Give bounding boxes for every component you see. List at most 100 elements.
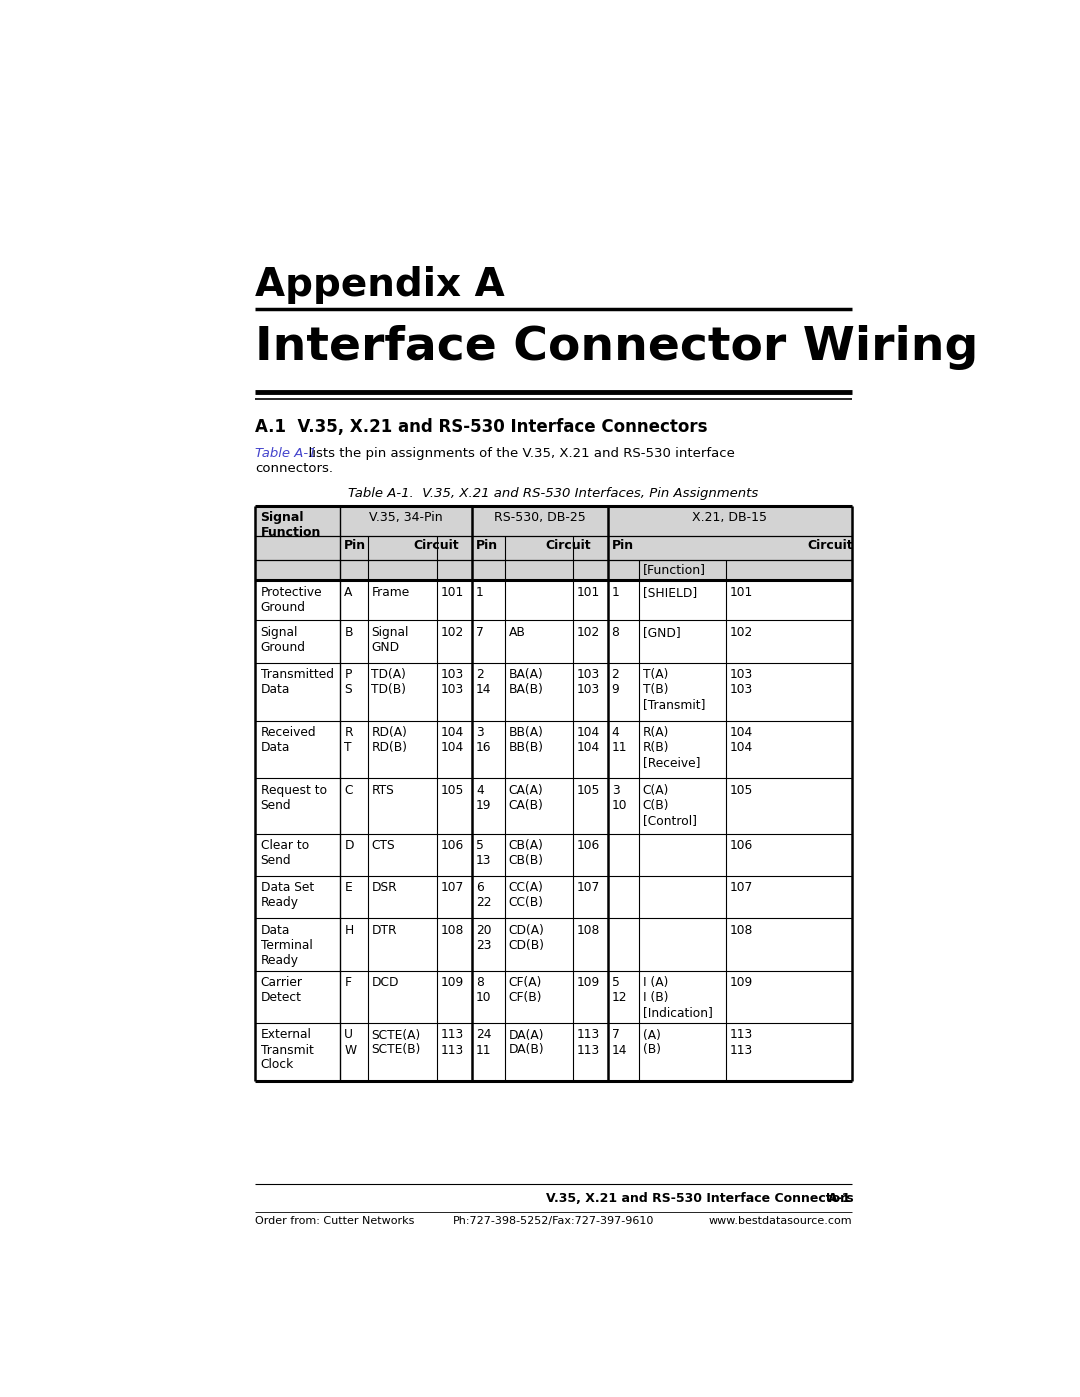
Text: 108: 108 bbox=[441, 923, 464, 937]
Text: 103
103: 103 103 bbox=[441, 668, 464, 696]
Text: SCTE(A)
SCTE(B): SCTE(A) SCTE(B) bbox=[372, 1028, 421, 1056]
Text: Table A-1: Table A-1 bbox=[255, 447, 316, 460]
Text: [GND]: [GND] bbox=[643, 626, 680, 638]
Text: BA(A)
BA(B): BA(A) BA(B) bbox=[509, 668, 543, 696]
Text: Interface Connector Wiring: Interface Connector Wiring bbox=[255, 326, 978, 370]
Text: X.21, DB-15: X.21, DB-15 bbox=[692, 511, 767, 524]
Text: 1: 1 bbox=[476, 585, 484, 599]
Text: 104
104: 104 104 bbox=[441, 726, 464, 754]
Text: 106: 106 bbox=[729, 840, 753, 852]
Text: 107: 107 bbox=[729, 882, 753, 894]
Text: D: D bbox=[345, 840, 354, 852]
Text: C: C bbox=[345, 784, 353, 796]
Text: 105: 105 bbox=[729, 784, 753, 796]
Text: 101: 101 bbox=[729, 585, 753, 599]
Text: RS-530, DB-25: RS-530, DB-25 bbox=[494, 511, 585, 524]
Text: Table A-1.  V.35, X.21 and RS-530 Interfaces, Pin Assignments: Table A-1. V.35, X.21 and RS-530 Interfa… bbox=[349, 488, 758, 500]
Text: 103
103: 103 103 bbox=[577, 668, 600, 696]
Text: CF(A)
CF(B): CF(A) CF(B) bbox=[509, 977, 542, 1004]
Text: (A)
(B): (A) (B) bbox=[643, 1028, 661, 1056]
Text: C(A)
C(B)
[Control]: C(A) C(B) [Control] bbox=[643, 784, 697, 827]
Text: 107: 107 bbox=[577, 882, 600, 894]
Text: Frame: Frame bbox=[372, 585, 409, 599]
Text: [SHIELD]: [SHIELD] bbox=[643, 585, 697, 599]
Text: Carrier
Detect: Carrier Detect bbox=[260, 977, 302, 1004]
Text: 104
104: 104 104 bbox=[729, 726, 753, 754]
Text: A.1  V.35, X.21 and RS-530 Interface Connectors: A.1 V.35, X.21 and RS-530 Interface Conn… bbox=[255, 418, 707, 436]
Text: 109: 109 bbox=[441, 977, 464, 989]
Text: 2
9: 2 9 bbox=[611, 668, 619, 696]
Text: DA(A)
DA(B): DA(A) DA(B) bbox=[509, 1028, 544, 1056]
Text: 105: 105 bbox=[577, 784, 600, 796]
Text: 24
11: 24 11 bbox=[476, 1028, 491, 1056]
Text: Pin: Pin bbox=[476, 539, 498, 552]
Text: TD(A)
TD(B): TD(A) TD(B) bbox=[372, 668, 406, 696]
Text: 102: 102 bbox=[441, 626, 464, 638]
Text: Clear to
Send: Clear to Send bbox=[260, 840, 309, 868]
Text: 8: 8 bbox=[611, 626, 620, 638]
Text: E: E bbox=[345, 882, 352, 894]
Text: Signal
GND: Signal GND bbox=[372, 626, 408, 654]
Text: 8
10: 8 10 bbox=[476, 977, 491, 1004]
Text: 103
103: 103 103 bbox=[729, 668, 753, 696]
Text: Signal
Ground: Signal Ground bbox=[260, 626, 306, 654]
Text: External
Transmit
Clock: External Transmit Clock bbox=[260, 1028, 313, 1071]
Text: A-1: A-1 bbox=[828, 1192, 852, 1204]
Text: 3
16: 3 16 bbox=[476, 726, 491, 754]
Text: BB(A)
BB(B): BB(A) BB(B) bbox=[509, 726, 543, 754]
Text: I (A)
I (B)
[Indication]: I (A) I (B) [Indication] bbox=[643, 977, 713, 1020]
Text: V.35, 34-Pin: V.35, 34-Pin bbox=[369, 511, 443, 524]
Text: F: F bbox=[345, 977, 351, 989]
Text: CB(A)
CB(B): CB(A) CB(B) bbox=[509, 840, 543, 868]
Text: 107: 107 bbox=[441, 882, 464, 894]
Text: Data
Terminal
Ready: Data Terminal Ready bbox=[260, 923, 312, 967]
Text: 102: 102 bbox=[577, 626, 600, 638]
Text: www.bestdatasource.com: www.bestdatasource.com bbox=[708, 1217, 852, 1227]
Text: Received
Data: Received Data bbox=[260, 726, 316, 754]
Text: [Function]: [Function] bbox=[643, 563, 705, 576]
Text: H: H bbox=[345, 923, 353, 937]
Text: Circuit: Circuit bbox=[414, 539, 459, 552]
Text: DTR: DTR bbox=[372, 923, 396, 937]
Text: 2
14: 2 14 bbox=[476, 668, 491, 696]
Text: Request to
Send: Request to Send bbox=[260, 784, 326, 812]
Text: Transmitted
Data: Transmitted Data bbox=[260, 668, 334, 696]
Text: Signal
Function: Signal Function bbox=[260, 511, 321, 539]
Text: RTS: RTS bbox=[372, 784, 394, 796]
Text: CA(A)
CA(B): CA(A) CA(B) bbox=[509, 784, 543, 812]
Text: V.35, X.21 and RS-530 Interface Connectors: V.35, X.21 and RS-530 Interface Connecto… bbox=[545, 1192, 853, 1204]
Text: Pin: Pin bbox=[345, 539, 366, 552]
Text: 104
104: 104 104 bbox=[577, 726, 600, 754]
Text: connectors.: connectors. bbox=[255, 462, 333, 475]
Text: 20
23: 20 23 bbox=[476, 923, 491, 951]
Text: B: B bbox=[345, 626, 353, 638]
Text: DSR: DSR bbox=[372, 882, 397, 894]
Text: 113
113: 113 113 bbox=[441, 1028, 464, 1056]
Text: 4
11: 4 11 bbox=[611, 726, 627, 754]
Text: 4
19: 4 19 bbox=[476, 784, 491, 812]
Text: 101: 101 bbox=[577, 585, 600, 599]
Text: 7
14: 7 14 bbox=[611, 1028, 627, 1056]
Text: P
S: P S bbox=[345, 668, 352, 696]
Text: 102: 102 bbox=[729, 626, 753, 638]
Text: CTS: CTS bbox=[372, 840, 395, 852]
Text: CC(A)
CC(B): CC(A) CC(B) bbox=[509, 882, 543, 909]
Text: 5
12: 5 12 bbox=[611, 977, 627, 1004]
Text: 109: 109 bbox=[729, 977, 753, 989]
Text: Pin: Pin bbox=[611, 539, 634, 552]
Text: 108: 108 bbox=[577, 923, 600, 937]
Text: 105: 105 bbox=[441, 784, 464, 796]
Text: 106: 106 bbox=[577, 840, 600, 852]
Text: RD(A)
RD(B): RD(A) RD(B) bbox=[372, 726, 407, 754]
Text: 6
22: 6 22 bbox=[476, 882, 491, 909]
Text: AB: AB bbox=[509, 626, 526, 638]
Text: CD(A)
CD(B): CD(A) CD(B) bbox=[509, 923, 544, 951]
Text: Appendix A: Appendix A bbox=[255, 267, 504, 305]
Text: Protective
Ground: Protective Ground bbox=[260, 585, 322, 613]
Text: 106: 106 bbox=[441, 840, 464, 852]
Text: Order from: Cutter Networks: Order from: Cutter Networks bbox=[255, 1217, 415, 1227]
Text: T(A)
T(B)
[Transmit]: T(A) T(B) [Transmit] bbox=[643, 668, 705, 711]
Text: Circuit: Circuit bbox=[545, 539, 592, 552]
Text: 113
113: 113 113 bbox=[729, 1028, 753, 1056]
Text: 3
10: 3 10 bbox=[611, 784, 627, 812]
